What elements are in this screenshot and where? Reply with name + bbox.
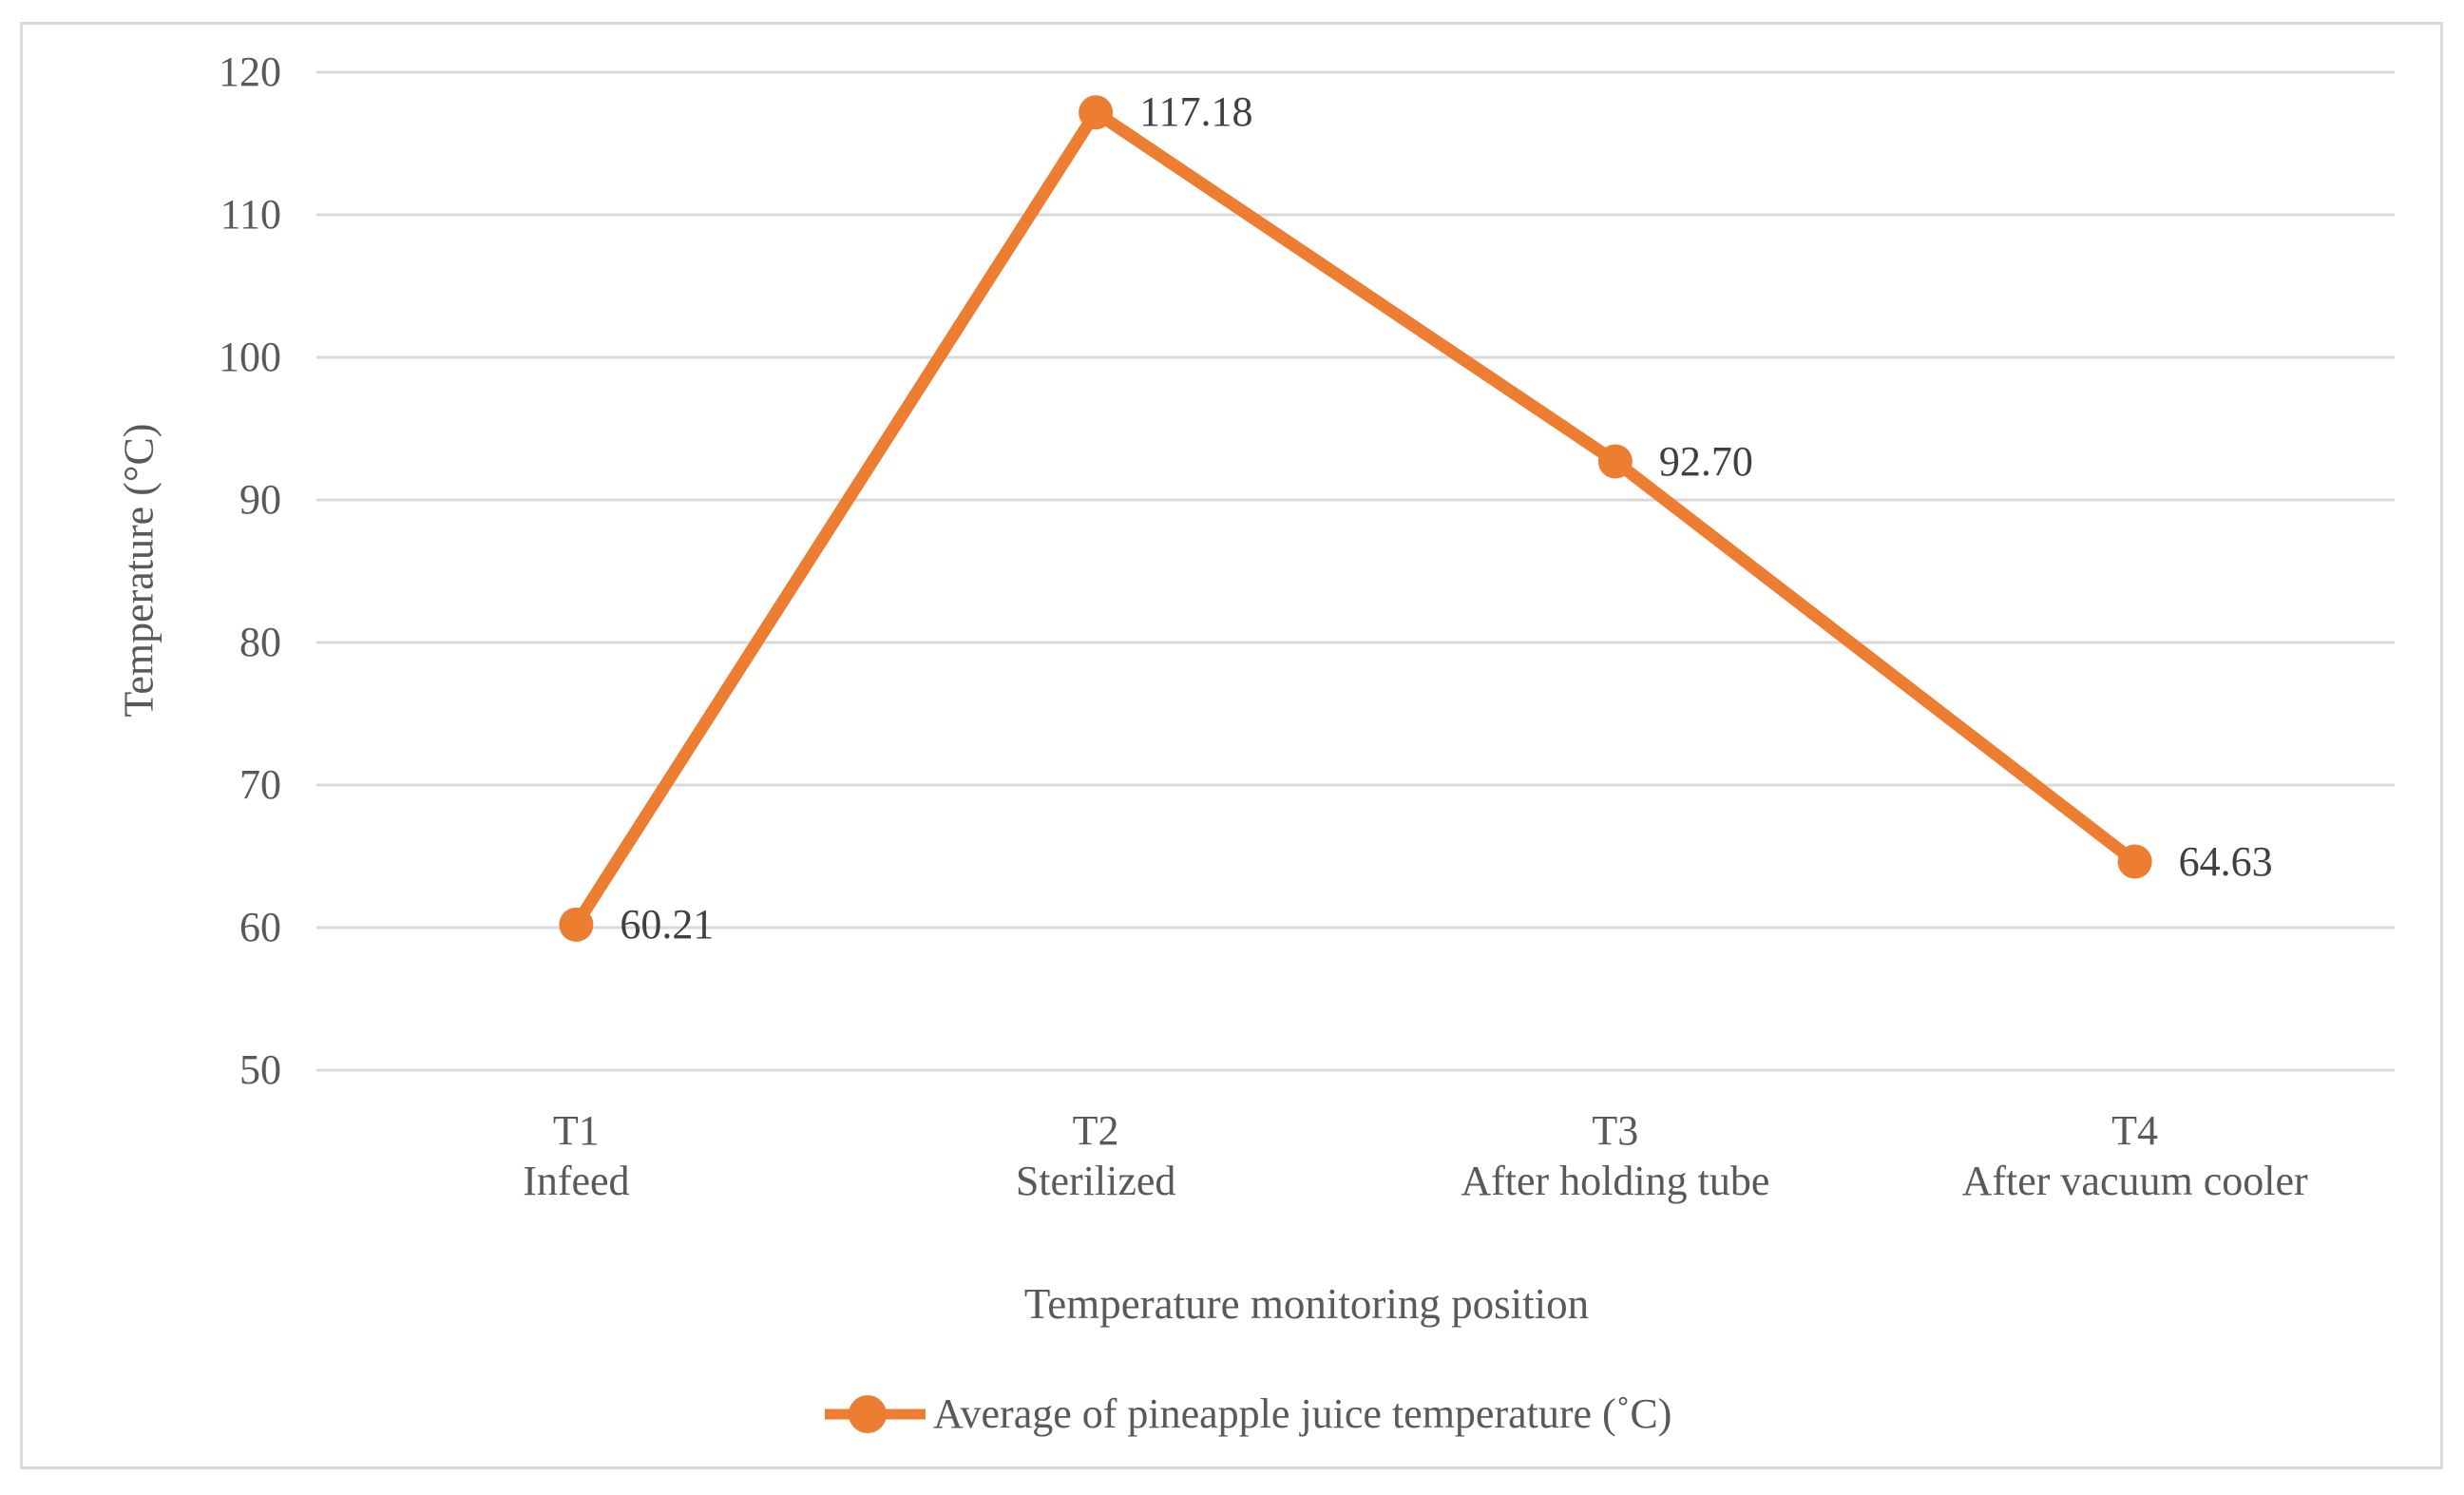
y-tick-label: 120 [219,48,281,95]
y-tick-label: 90 [239,476,281,523]
category-code: T3 [1592,1107,1639,1154]
data-point-label: 117.18 [1139,88,1253,136]
data-point-marker [1597,444,1633,479]
data-point-label: 60.21 [620,900,715,948]
data-point-marker [2117,844,2152,879]
category-label: T4 After vacuum cooler [1850,1105,2420,1206]
y-tick-label: 60 [239,904,281,950]
x-axis-title: Temperature monitoring position [1023,1280,1590,1328]
category-code: T2 [1072,1107,1119,1154]
data-point-label: 92.70 [1658,437,1753,485]
y-tick-label: 110 [220,191,281,238]
category-description: Sterilized [1015,1158,1176,1204]
y-tick-label: 80 [239,619,281,665]
category-description: After holding tube [1461,1158,1770,1204]
legend-series-label: Average of pineapple juice temperature (… [933,1390,1672,1437]
y-tick-label: 50 [239,1046,281,1093]
category-label: T2 Sterilized [811,1105,1381,1206]
category-label: T1 Infeed [291,1105,861,1206]
y-axis-title: Temperature (°C) [115,423,162,718]
category-code: T1 [552,1107,600,1154]
category-description: Infeed [523,1158,630,1204]
category-description: After vacuum cooler [1961,1158,2308,1204]
series-line [569,105,2142,931]
legend-line-marker-icon [825,1395,926,1433]
data-point-label: 64.63 [2178,837,2273,885]
figure-border [20,22,2443,1469]
data-point-marker [1079,95,1114,130]
category-label: T3 After holding tube [1330,1105,1901,1206]
y-tick-label: 100 [219,334,281,380]
y-tick-label: 70 [239,761,281,808]
data-point-marker [559,907,594,942]
category-code: T4 [2111,1107,2159,1154]
legend: Average of pineapple juice temperature (… [825,1390,1671,1439]
